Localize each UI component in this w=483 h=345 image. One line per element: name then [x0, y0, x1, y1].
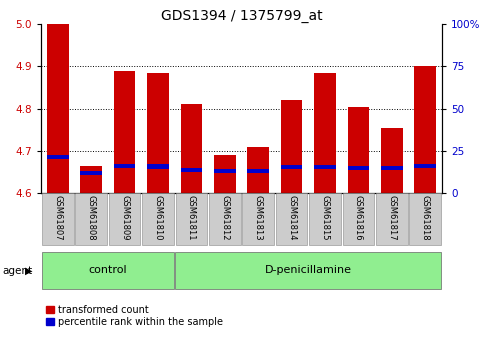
Bar	[314, 73, 336, 193]
Bar	[247, 147, 269, 193]
Text: GSM61812: GSM61812	[220, 195, 229, 240]
Bar	[181, 105, 202, 193]
Bar	[214, 155, 236, 193]
Bar	[410, 193, 441, 245]
Bar	[214, 169, 236, 173]
Text: GSM61817: GSM61817	[387, 195, 397, 240]
Bar	[147, 165, 169, 169]
Text: GSM61807: GSM61807	[53, 195, 62, 240]
Text: control: control	[88, 265, 127, 275]
Bar	[281, 100, 302, 193]
Bar	[309, 193, 341, 245]
Text: ▶: ▶	[25, 266, 33, 276]
Legend: transformed count, percentile rank within the sample: transformed count, percentile rank withi…	[46, 305, 223, 327]
Text: GSM61811: GSM61811	[187, 195, 196, 240]
Text: agent: agent	[2, 266, 32, 276]
Bar	[414, 66, 436, 193]
Bar	[75, 193, 107, 245]
Bar	[276, 193, 308, 245]
Text: D-penicillamine: D-penicillamine	[265, 265, 352, 275]
Bar	[348, 107, 369, 193]
Bar	[114, 71, 135, 193]
Text: GSM61818: GSM61818	[421, 195, 430, 240]
Bar	[348, 166, 369, 170]
Bar	[342, 193, 374, 245]
Text: GSM61815: GSM61815	[321, 195, 329, 240]
Bar	[314, 165, 336, 169]
Bar	[109, 193, 141, 245]
Bar	[147, 73, 169, 193]
Text: GSM61810: GSM61810	[154, 195, 162, 240]
Bar	[80, 171, 102, 175]
Bar	[381, 166, 403, 170]
Bar	[114, 164, 135, 168]
Bar	[181, 168, 202, 172]
Text: GSM61808: GSM61808	[86, 195, 96, 240]
Text: GSM61814: GSM61814	[287, 195, 296, 240]
Bar	[42, 193, 73, 245]
Bar	[247, 169, 269, 173]
Text: GSM61809: GSM61809	[120, 195, 129, 240]
Bar	[209, 193, 241, 245]
Title: GDS1394 / 1375799_at: GDS1394 / 1375799_at	[161, 9, 322, 23]
Bar	[47, 24, 69, 193]
Bar	[142, 193, 174, 245]
Bar	[376, 193, 408, 245]
Bar	[175, 252, 441, 289]
Bar	[47, 155, 69, 159]
Bar	[414, 164, 436, 168]
Bar	[42, 252, 174, 289]
Bar	[80, 166, 102, 193]
Text: GSM61816: GSM61816	[354, 195, 363, 240]
Bar	[175, 193, 207, 245]
Text: GSM61813: GSM61813	[254, 195, 263, 240]
Bar	[381, 128, 403, 193]
Bar	[242, 193, 274, 245]
Bar	[281, 165, 302, 169]
